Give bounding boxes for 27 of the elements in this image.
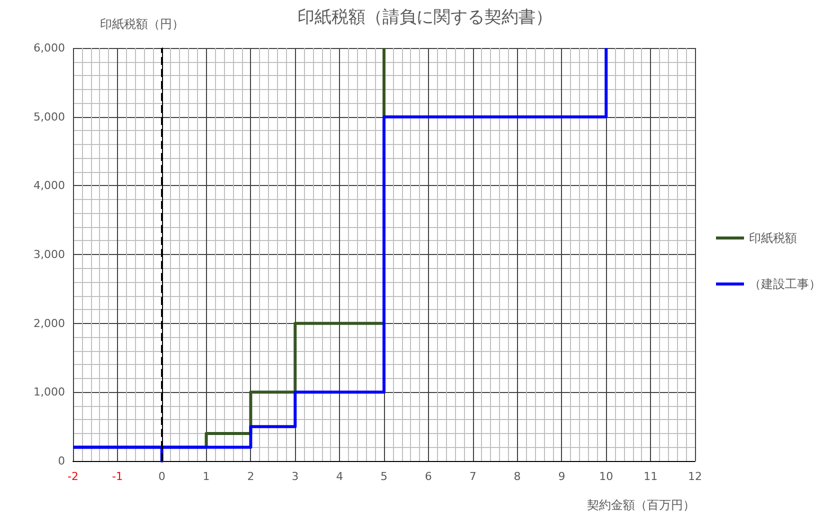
x-tick-label: 3 xyxy=(292,470,299,483)
x-tick-label: 12 xyxy=(688,470,702,483)
x-tick-label: 4 xyxy=(336,470,344,483)
x-tick-label: 9 xyxy=(558,470,566,483)
y-tick-label: 2,000 xyxy=(34,316,65,330)
x-axis-title: 契約金額（百万円） xyxy=(587,498,695,512)
x-tick-label: 11 xyxy=(644,470,658,483)
x-tick-label: 2 xyxy=(247,470,254,483)
y-tick-label: 3,000 xyxy=(34,248,65,261)
x-tick-label: -2 xyxy=(68,470,78,483)
x-tick-label: -1 xyxy=(112,470,123,483)
y-tick-label: 1,000 xyxy=(34,386,65,399)
x-tick-label: 10 xyxy=(599,470,614,483)
x-tick-label: 1 xyxy=(202,470,210,483)
legend-label: （建設工事） xyxy=(749,277,821,291)
y-tick-label: 6,000 xyxy=(34,42,65,54)
y-tick-label: 4,000 xyxy=(34,179,65,192)
y-axis-title: 印紙税額（円） xyxy=(100,17,184,31)
x-tick-label: 8 xyxy=(514,470,521,483)
x-tick-label: 0 xyxy=(158,470,166,483)
x-tick-label: 7 xyxy=(469,470,476,483)
y-tick-label: 5,000 xyxy=(34,110,65,124)
y-tick-label: 0 xyxy=(58,454,65,468)
x-tick-label: 6 xyxy=(424,470,432,483)
x-tick-label: 5 xyxy=(380,470,388,483)
legend-label: 印紙税額 xyxy=(749,231,797,245)
chart-title: 印紙税額（請負に関する契約書） xyxy=(298,8,552,28)
